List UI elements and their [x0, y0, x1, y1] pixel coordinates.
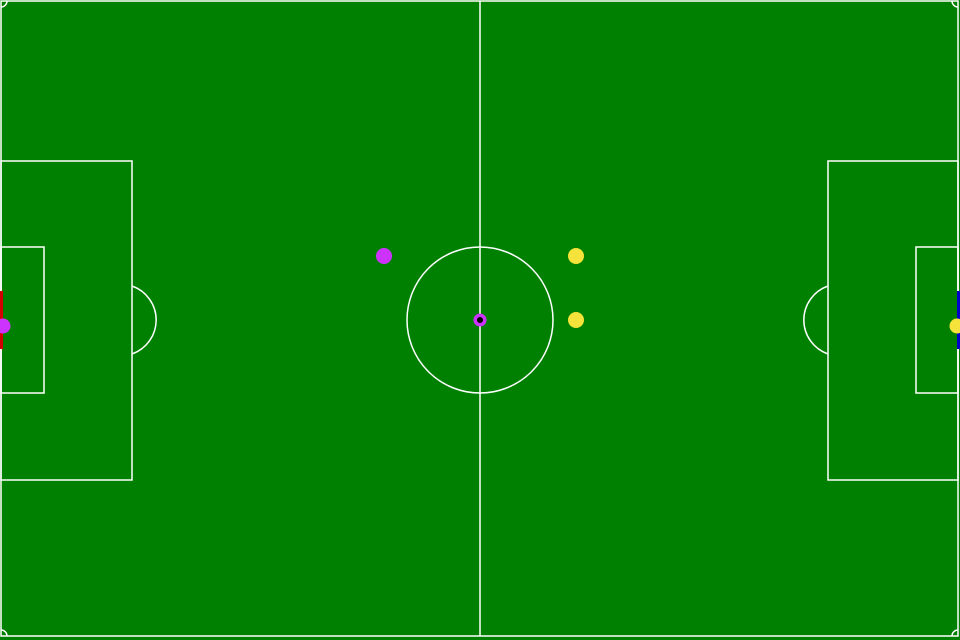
- right-penalty-arc: [803, 285, 829, 355]
- player-right-2[interactable]: [568, 312, 584, 328]
- corner-arc-bottom-right: [951, 629, 959, 637]
- corner-arc-bottom-left: [0, 629, 8, 637]
- player-right-goalkeeper[interactable]: [949, 318, 960, 334]
- player-right-1[interactable]: [568, 248, 584, 264]
- corner-arc-top-right: [951, 0, 959, 8]
- corner-arc-top-left: [0, 0, 8, 8]
- center-circle: [406, 246, 554, 394]
- left-penalty-arc: [131, 285, 157, 355]
- player-left-goalkeeper[interactable]: [0, 318, 11, 334]
- player-left-1[interactable]: [376, 248, 392, 264]
- ball-center: [477, 317, 483, 323]
